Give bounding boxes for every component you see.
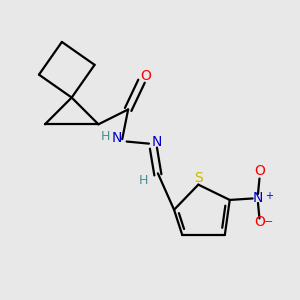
Text: N: N <box>152 135 163 149</box>
Text: N: N <box>112 131 122 145</box>
Text: O: O <box>255 164 266 178</box>
Text: H: H <box>139 174 148 187</box>
Text: O: O <box>140 69 151 83</box>
Text: H: H <box>101 130 110 143</box>
Text: O: O <box>254 215 265 229</box>
Text: −: − <box>264 217 273 227</box>
Text: N: N <box>253 191 263 206</box>
Text: +: + <box>265 191 273 201</box>
Text: S: S <box>195 171 203 185</box>
